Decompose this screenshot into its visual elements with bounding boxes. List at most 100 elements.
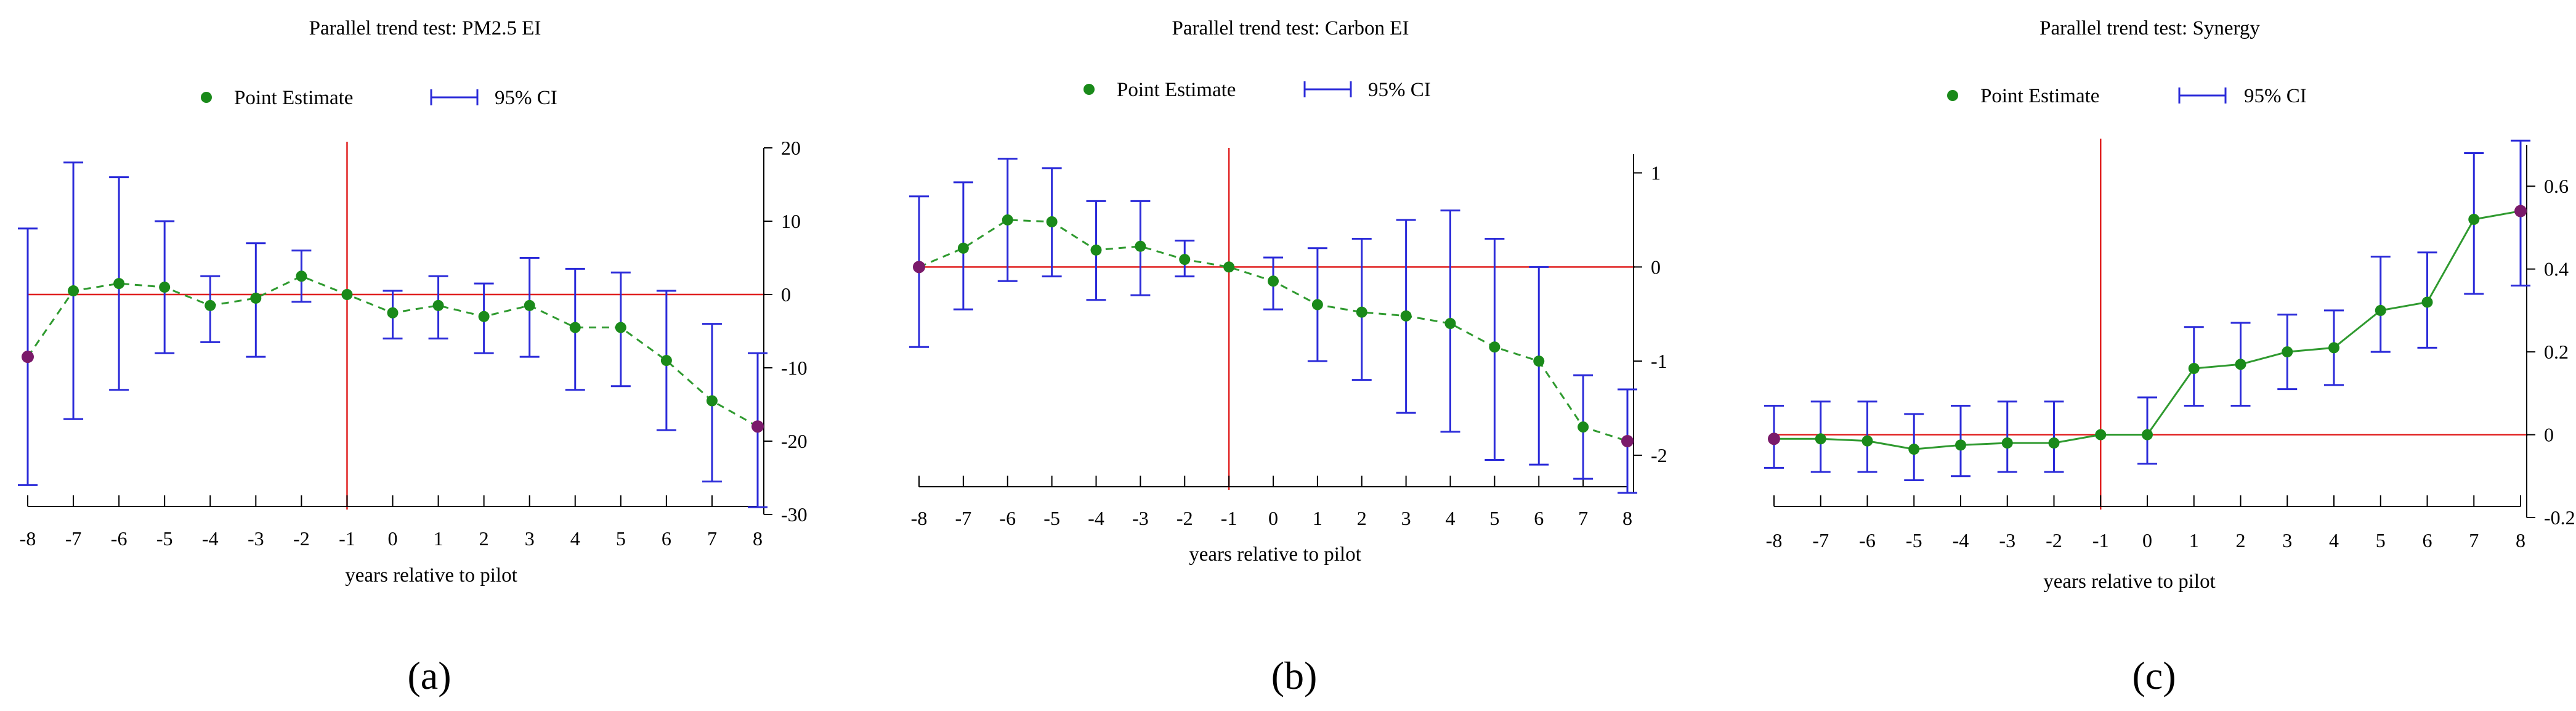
point-estimate (2001, 437, 2013, 449)
x-tick-label: 3 (525, 527, 535, 550)
legend-point-label: Point Estimate (234, 87, 353, 109)
panel-label: (a) (407, 654, 451, 697)
point-estimate (1578, 421, 1589, 433)
point-estimate (205, 299, 216, 311)
point-estimate (1861, 435, 1873, 447)
legend-point-marker (201, 92, 212, 103)
point-estimate (2282, 346, 2293, 358)
point-estimate (660, 355, 672, 367)
plot-area: -8 -7 -6 -5 -4 -3 -2 -1 0 1 2 3 4 5 6 7 8 -2 -1 0 1 (909, 148, 1667, 529)
x-axis-label: years relative to pilot (345, 564, 517, 587)
y-tick-label: 0.6 (2544, 175, 2569, 197)
panel-label: (c) (2132, 654, 2176, 697)
chart-title: Parallel trend test: PM2.5 EI (309, 17, 541, 39)
x-tick-label: 0 (1268, 507, 1278, 529)
x-tick-label: -2 (1177, 507, 1193, 529)
point-estimate (1135, 240, 1146, 252)
x-tick-label: -3 (248, 527, 264, 550)
x-tick-label: 8 (2516, 529, 2525, 551)
legend-point-label: Point Estimate (1980, 85, 2099, 107)
x-tick-label: 4 (1446, 507, 1456, 529)
panel-b: Parallel trend test: Carbon EI Point Est… (909, 17, 1667, 697)
panel-c: Parallel trend test: Synergy Point Estim… (1764, 17, 2575, 697)
y-tick-label: -20 (781, 430, 808, 452)
legend-ci-marker (2178, 87, 2227, 104)
point-estimate (159, 282, 171, 293)
x-tick-label: -4 (202, 527, 219, 550)
x-tick-label: 8 (753, 527, 763, 550)
x-tick-label: -5 (1906, 529, 1922, 551)
x-tick-label: 0 (2142, 529, 2152, 551)
x-tick-label: -4 (1953, 529, 1969, 551)
x-tick-label: 7 (707, 527, 717, 550)
point-estimate (2468, 214, 2480, 225)
point-estimate (1223, 261, 1235, 273)
x-tick-label: -3 (1999, 529, 2015, 551)
legend-ci-marker (430, 89, 479, 105)
x-tick-label: 5 (1489, 507, 1499, 529)
y-tick-label: -10 (781, 357, 808, 379)
point-estimate (68, 285, 79, 297)
x-tick-label: -7 (65, 527, 82, 550)
x-tick-label: 7 (2469, 529, 2479, 551)
point-estimate (1533, 356, 1545, 367)
x-tick-label: 7 (1578, 507, 1588, 529)
point-estimate (2095, 429, 2107, 441)
point-estimate (1621, 434, 1634, 447)
point-estimate (1400, 310, 1412, 322)
x-tick-label: -6 (111, 527, 128, 550)
x-tick-label: -6 (999, 507, 1016, 529)
legend-ci-label: 95% CI (1368, 79, 1431, 101)
x-tick-label: -2 (2046, 529, 2062, 551)
y-tick-label: 0 (781, 283, 791, 306)
x-tick-label: -3 (1132, 507, 1149, 529)
x-tick-label: 5 (616, 527, 626, 550)
legend-ci-label: 95% CI (2244, 85, 2307, 107)
panel-a: Parallel trend test: PM2.5 EI Point Esti… (18, 17, 808, 697)
point-estimate (2375, 304, 2386, 316)
ci-bar (1997, 400, 2017, 473)
point-estimate (615, 322, 626, 333)
point-estimate (387, 307, 399, 319)
chart-title: Parallel trend test: Synergy (2039, 17, 2260, 39)
panel-label: (b) (1271, 654, 1318, 697)
x-tick-label: 0 (388, 527, 398, 550)
legend-ci-marker (1303, 81, 1352, 97)
point-estimate (1815, 433, 1826, 445)
y-tick-label: 1 (1651, 162, 1661, 184)
x-tick-label: 4 (570, 527, 580, 550)
point-estimate (1311, 299, 1323, 311)
y-tick-label: 0 (2544, 424, 2554, 446)
point-estimate (1002, 214, 1013, 225)
point-estimate (1908, 444, 1920, 455)
y-tick-label: 0.2 (2544, 341, 2569, 363)
ci-bar (2370, 256, 2391, 353)
point-estimate (1046, 216, 1058, 227)
x-tick-label: -1 (1221, 507, 1237, 529)
x-tick-label: 6 (2423, 529, 2432, 551)
x-tick-label: -2 (293, 527, 310, 550)
point-estimate (432, 299, 444, 311)
x-tick-label: 3 (2282, 529, 2292, 551)
x-tick-label: -8 (1766, 529, 1783, 551)
point-estimate (341, 289, 353, 300)
point-estimate (913, 261, 925, 274)
x-tick-label: 1 (2189, 529, 2199, 551)
point-estimate (957, 242, 969, 254)
estimate-line (918, 219, 1628, 442)
y-tick-label: -0.2 (2544, 506, 2575, 529)
legend: Point Estimate 95% CI (1947, 85, 2307, 107)
x-tick-label: 2 (479, 527, 489, 550)
x-tick-label: 1 (1313, 507, 1322, 529)
point-estimate (113, 278, 125, 290)
x-tick-label: -4 (1088, 507, 1104, 529)
point-estimate (1179, 254, 1191, 266)
point-estimate (1444, 318, 1456, 329)
legend: Point Estimate 95% CI (1083, 79, 1431, 101)
point-estimate (524, 299, 535, 311)
point-estimate (250, 292, 262, 304)
x-tick-label: 8 (1622, 507, 1632, 529)
y-tick-label: 0 (1651, 256, 1661, 278)
x-tick-label: -8 (20, 527, 36, 550)
legend-ci-label: 95% CI (495, 87, 557, 109)
